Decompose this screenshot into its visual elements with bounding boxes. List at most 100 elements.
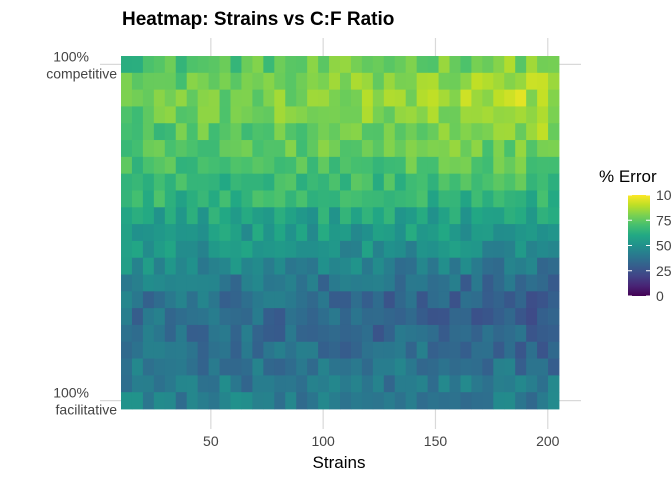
heatmap-cell bbox=[427, 56, 439, 74]
heatmap-cell bbox=[307, 123, 319, 141]
heatmap-cell bbox=[274, 240, 286, 259]
heatmap-cell bbox=[537, 358, 549, 376]
heatmap-cell bbox=[537, 224, 549, 242]
heatmap-cell bbox=[318, 140, 330, 158]
heatmap-cell bbox=[471, 156, 483, 175]
heatmap-cell bbox=[471, 190, 483, 208]
heatmap-cell bbox=[208, 123, 220, 141]
legend-ticks: 100 75 50 25 0 bbox=[628, 187, 672, 304]
heatmap-cell bbox=[307, 106, 319, 124]
heatmap-cell bbox=[230, 207, 242, 225]
heatmap-cell bbox=[241, 274, 253, 292]
heatmap-cell bbox=[537, 375, 549, 393]
heatmap-cell bbox=[340, 190, 352, 208]
heatmap-cell bbox=[350, 207, 363, 225]
heatmap-cell bbox=[471, 89, 483, 107]
heatmap-cell bbox=[438, 140, 450, 158]
heatmap-cell bbox=[493, 324, 505, 343]
heatmap-cell bbox=[219, 392, 231, 410]
heatmap-cell bbox=[460, 308, 472, 326]
heatmap-cell bbox=[460, 89, 472, 107]
heatmap-cell bbox=[252, 324, 264, 343]
heatmap-cell bbox=[449, 56, 461, 74]
heatmap-cell bbox=[372, 291, 385, 309]
heatmap-cell bbox=[219, 240, 231, 259]
heatmap-cell bbox=[405, 392, 418, 410]
heatmap-cell bbox=[296, 156, 308, 175]
heatmap-cell bbox=[197, 224, 209, 242]
heatmap-cell bbox=[416, 207, 428, 225]
heatmap-cell bbox=[219, 375, 231, 393]
heatmap-cell bbox=[460, 156, 472, 175]
heatmap-cell bbox=[142, 156, 155, 175]
heatmap-cell bbox=[219, 358, 231, 376]
heatmap-cell bbox=[175, 207, 188, 225]
heatmap-cell bbox=[515, 224, 527, 242]
heatmap-cell bbox=[504, 140, 516, 158]
heatmap-cell bbox=[285, 140, 297, 158]
heatmap-cell bbox=[504, 190, 516, 208]
heatmap-cell bbox=[219, 140, 231, 158]
heatmap-cell bbox=[493, 123, 505, 141]
heatmap-cell bbox=[274, 224, 286, 242]
heatmap-cell bbox=[131, 140, 144, 158]
heatmap-cell bbox=[350, 375, 363, 393]
heatmap-cell bbox=[350, 291, 363, 309]
heatmap-cell bbox=[164, 123, 177, 141]
heatmap-cell bbox=[307, 308, 319, 326]
heatmap-cell bbox=[318, 72, 330, 91]
heatmap-cell bbox=[350, 56, 363, 74]
heatmap-cell bbox=[537, 123, 549, 141]
heatmap-cell bbox=[296, 324, 308, 343]
heatmap-cell bbox=[230, 375, 242, 393]
heatmap-cell bbox=[471, 173, 483, 191]
heatmap-cell bbox=[318, 358, 330, 376]
heatmap-cell bbox=[526, 156, 538, 175]
heatmap-cell bbox=[175, 106, 188, 124]
heatmap-cell bbox=[504, 224, 516, 242]
heatmap-cell bbox=[241, 324, 253, 343]
heatmap-cell bbox=[361, 106, 374, 124]
heatmap-cell bbox=[241, 375, 253, 393]
heatmap-cell bbox=[296, 72, 308, 91]
heatmap-cell bbox=[208, 72, 220, 91]
heatmap-cell bbox=[482, 240, 494, 259]
heatmap-cell bbox=[153, 257, 166, 275]
heatmap-cell bbox=[449, 140, 461, 158]
heatmap-cell bbox=[340, 375, 352, 393]
heatmap-cell bbox=[274, 72, 286, 91]
heatmap-cell bbox=[197, 190, 209, 208]
heatmap-cell bbox=[471, 257, 483, 275]
heatmap-cell bbox=[142, 257, 155, 275]
heatmap-cell bbox=[394, 308, 407, 326]
heatmap-cell bbox=[121, 308, 133, 326]
heatmap-cell bbox=[285, 89, 297, 107]
heatmap-cell bbox=[285, 56, 297, 74]
heatmap-cell bbox=[121, 173, 133, 191]
heatmap-cell bbox=[121, 224, 133, 242]
heatmap-cell bbox=[504, 106, 516, 124]
heatmap-cell bbox=[241, 123, 253, 141]
heatmap-cell bbox=[153, 224, 166, 242]
heatmap-cell bbox=[274, 207, 286, 225]
heatmap-cell bbox=[252, 240, 264, 259]
heatmap-cell bbox=[515, 207, 527, 225]
heatmap-cell bbox=[131, 123, 144, 141]
heatmap-cell bbox=[285, 358, 297, 376]
heatmap-cell bbox=[197, 257, 209, 275]
heatmap-cell bbox=[142, 89, 155, 107]
heatmap-cell bbox=[526, 106, 538, 124]
heatmap-cell bbox=[537, 392, 549, 410]
heatmap-cell bbox=[153, 207, 166, 225]
heatmap-cell bbox=[449, 207, 461, 225]
heatmap-cell bbox=[416, 308, 428, 326]
heatmap-cell bbox=[121, 207, 133, 225]
heatmap-cell bbox=[329, 140, 341, 158]
legend-tick-label: 100 bbox=[656, 187, 672, 203]
heatmap-cell bbox=[471, 140, 483, 158]
heatmap-cell bbox=[449, 324, 461, 343]
heatmap-cell bbox=[121, 240, 133, 259]
heatmap-cell bbox=[548, 72, 560, 91]
heatmap-cell bbox=[394, 72, 407, 91]
